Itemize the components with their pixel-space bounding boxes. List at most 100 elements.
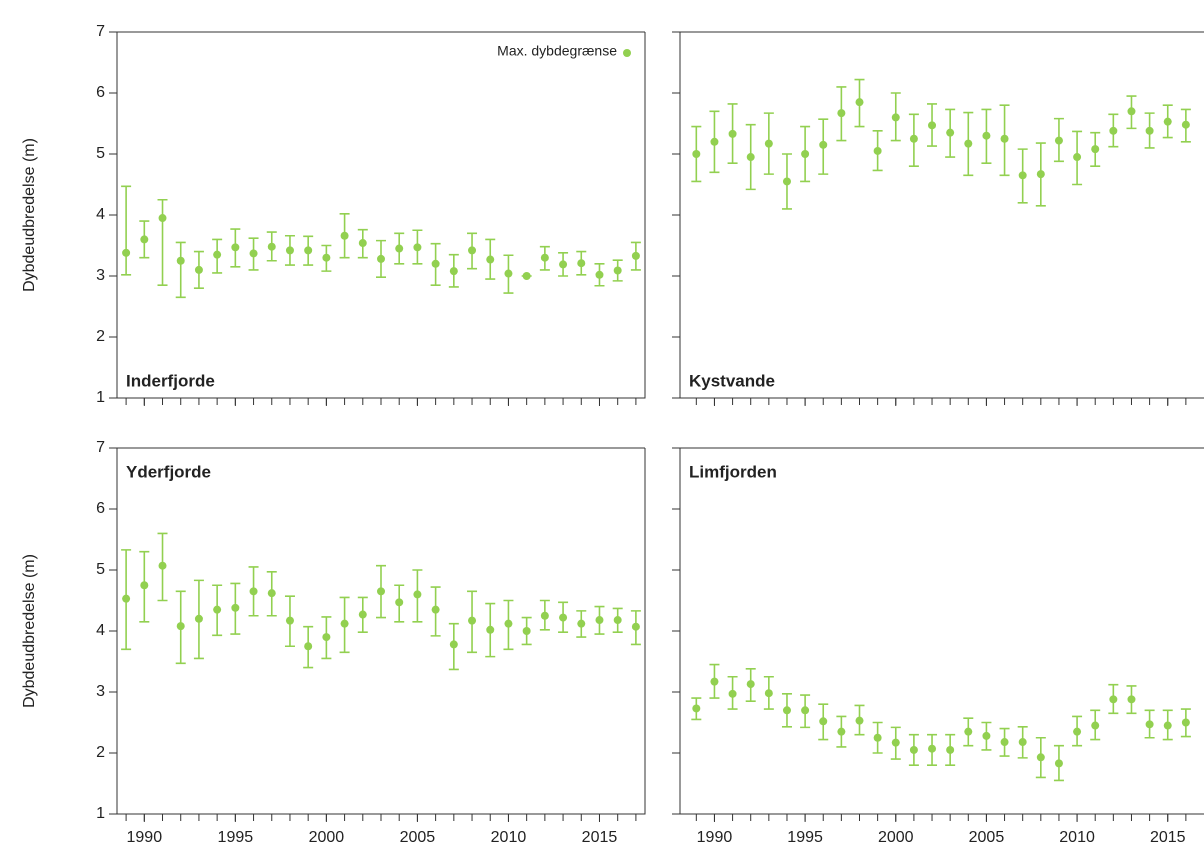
data-point <box>728 129 737 138</box>
y-tick-label: 6 <box>96 500 105 517</box>
data-point <box>504 269 513 278</box>
data-point <box>1000 134 1009 143</box>
data-point <box>158 214 167 223</box>
data-point <box>122 594 131 603</box>
data-point <box>322 253 331 262</box>
data-point <box>431 259 440 268</box>
data-point <box>577 619 586 628</box>
data-point <box>377 587 385 596</box>
data-point <box>395 244 404 253</box>
x-tick-label: 2005 <box>400 829 436 846</box>
data-point <box>522 627 531 635</box>
data-point <box>304 246 313 255</box>
error-bar <box>157 198 168 286</box>
panel-title: Yderfjorde <box>126 462 211 481</box>
data-point <box>1073 153 1082 162</box>
data-point <box>764 689 773 698</box>
frame <box>116 447 646 815</box>
data-point <box>1073 727 1082 736</box>
data-point <box>140 581 149 590</box>
y-tick-label: 7 <box>96 439 105 456</box>
data-point <box>176 256 185 265</box>
frame <box>679 447 1204 815</box>
x-tick-label: 1995 <box>218 829 254 846</box>
data-point <box>522 272 531 280</box>
data-point <box>1127 107 1136 116</box>
data-point <box>1036 753 1045 762</box>
y-tick-label: 1 <box>96 389 105 406</box>
data-point <box>873 146 882 155</box>
data-point <box>540 611 549 620</box>
data-point <box>213 605 222 614</box>
x-tick-label: 1990 <box>127 829 163 846</box>
panel-title: Inderfjorde <box>126 371 215 390</box>
data-point <box>692 704 701 713</box>
data-point <box>504 619 513 628</box>
data-point <box>468 616 477 625</box>
y-tick-label: 5 <box>96 561 105 578</box>
data-point <box>1018 171 1027 180</box>
frame <box>116 31 646 399</box>
data-point <box>1163 721 1172 730</box>
data-point <box>1109 695 1118 704</box>
data-point <box>377 254 385 263</box>
data-point <box>1145 126 1154 135</box>
data-point <box>158 561 167 570</box>
data-point <box>1127 695 1136 704</box>
data-point <box>449 640 458 649</box>
y-tick-label: 3 <box>96 267 105 284</box>
data-point <box>1054 759 1063 768</box>
y-tick-label: 3 <box>96 683 105 700</box>
x-tick-label: 1995 <box>787 829 823 846</box>
data-point <box>613 266 622 275</box>
data-point <box>837 109 846 118</box>
data-point <box>801 150 810 158</box>
data-point <box>891 113 900 122</box>
data-point <box>340 231 349 240</box>
data-point <box>1091 145 1100 154</box>
data-point <box>909 134 918 143</box>
data-point <box>782 177 791 186</box>
data-point <box>322 633 331 642</box>
y-tick-label: 2 <box>96 744 105 761</box>
x-tick-label: 2000 <box>878 829 914 846</box>
y-axis-label: Dybdeudbredelse (m) <box>21 554 38 708</box>
data-point <box>194 265 203 274</box>
panel-title: Limfjorden <box>689 462 777 481</box>
data-point <box>631 622 640 631</box>
data-point <box>540 253 549 262</box>
data-point <box>449 267 458 276</box>
y-tick-label: 4 <box>96 206 105 223</box>
data-point <box>340 619 349 628</box>
data-point <box>710 137 719 146</box>
data-point <box>837 727 846 736</box>
data-point <box>486 625 495 634</box>
data-point <box>946 745 955 754</box>
data-point <box>909 745 918 754</box>
data-point <box>468 246 477 255</box>
data-point <box>964 139 973 148</box>
data-point <box>231 603 240 612</box>
x-tick-label: 2015 <box>582 829 618 846</box>
x-tick-label: 2010 <box>1059 829 1095 846</box>
data-point <box>249 249 258 258</box>
data-point <box>982 131 991 140</box>
data-point <box>1036 170 1045 179</box>
data-point <box>746 153 755 162</box>
data-point <box>577 259 586 268</box>
data-point <box>1181 718 1190 727</box>
data-point <box>819 140 828 149</box>
y-tick-label: 5 <box>96 145 105 162</box>
frame <box>679 31 1204 399</box>
data-point <box>559 260 568 269</box>
data-point <box>122 248 131 257</box>
x-tick-label: 2005 <box>969 829 1005 846</box>
data-point <box>746 680 755 689</box>
data-point <box>1018 738 1027 747</box>
data-point <box>982 731 991 740</box>
data-point <box>267 242 276 251</box>
y-tick-label: 7 <box>96 23 105 40</box>
x-tick-label: 2000 <box>309 829 345 846</box>
data-point <box>285 616 294 625</box>
